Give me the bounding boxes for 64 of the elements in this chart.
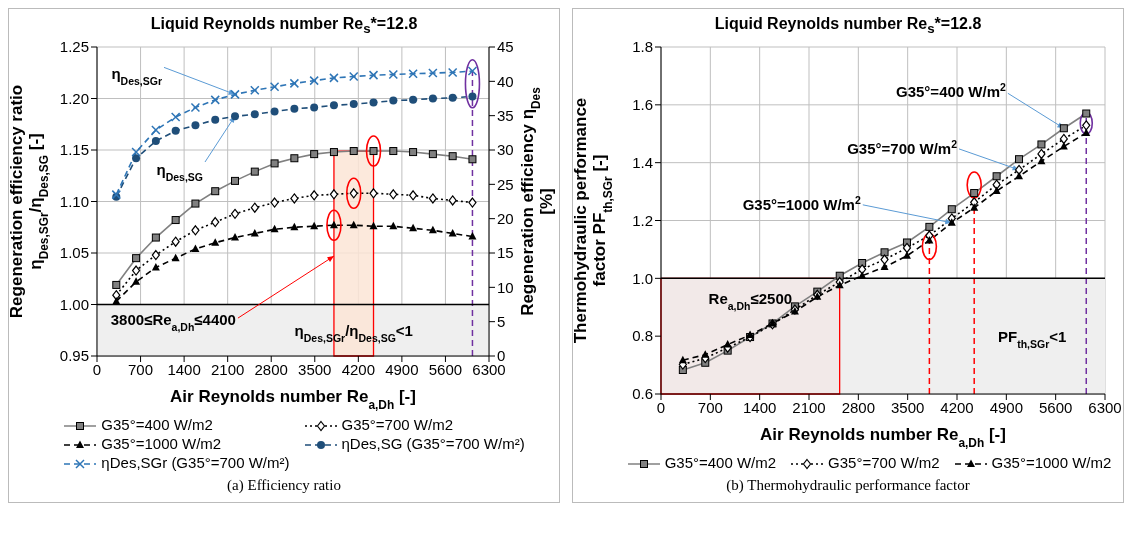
y2-tick-label: 15	[497, 244, 514, 262]
y2-tick-label: 30	[497, 141, 514, 159]
y-tick-label: 1.8	[632, 38, 653, 56]
annotation: η$_{Des,SGr}$	[111, 65, 163, 88]
legend-label: ηDes,SGr (G35°=700 W/m²)	[101, 454, 290, 471]
legend-label: G35°=1000 W/m2	[101, 435, 222, 452]
y-tick-label: 1.15	[59, 141, 89, 159]
legend-label: G35°=700 W/m2	[828, 454, 940, 471]
x-tick-label: 3500	[890, 398, 925, 416]
y-tick-label: 1.2	[632, 211, 653, 229]
x-axis-title: Air Reynolds number Re$_{a,Dh}$ [-]	[760, 425, 1006, 450]
legend-label: ηDes,SG (G35°=700 W/m²)	[341, 435, 525, 452]
y-tick-label: 1.0	[632, 269, 653, 287]
y-tick-label: 1.6	[632, 96, 653, 114]
y-tick-label: 1.10	[59, 192, 89, 210]
x-tick-label: 4900	[385, 360, 419, 378]
x-tick-label: 0	[656, 398, 666, 416]
y-tick-label: 0.6	[632, 385, 653, 403]
x-tick-label: 3500	[298, 360, 332, 378]
x-tick-label: 4200	[341, 360, 376, 378]
x-axis-title: Air Reynolds number Re$_{a,Dh}$ [-]	[170, 387, 416, 412]
y-tick-label: 1.00	[59, 295, 89, 313]
band-label: PF$_{th,SGr}$<1	[998, 328, 1067, 351]
x-tick-label: 1400	[742, 398, 777, 416]
legend-label: G35°=1000 W/m2	[991, 454, 1112, 471]
y-tick-label: 1.05	[59, 244, 89, 262]
annotation: 3800≤Re$_{a,Dh}$≤4400	[110, 311, 236, 334]
y2-tick-label: 25	[497, 175, 514, 193]
y-tick-label: 1.4	[632, 153, 653, 171]
x-tick-label: 700	[697, 398, 723, 416]
x-tick-label: 2100	[210, 360, 245, 378]
band-label: Re$_{a,Dh}$≤2500	[708, 289, 793, 312]
y2-tick-label: 35	[497, 106, 514, 124]
y2-tick-label: 45	[497, 38, 514, 56]
x-tick-label: 1400	[167, 360, 201, 378]
legend-label: G35°=400 W/m2	[664, 454, 777, 471]
chart-title: Liquid Reynolds number Re$_{s}$*=12.8	[149, 15, 419, 39]
y-tick-label: 1.25	[59, 38, 89, 56]
y2-tick-label: 10	[497, 278, 514, 296]
legend-label: G35°=400 W/m2	[101, 416, 213, 433]
annotation: G35°=400 W/m$^{2}$	[896, 81, 1006, 101]
x-tick-label: 2800	[254, 360, 288, 378]
legend-label: G35°=700 W/m2	[341, 416, 453, 433]
x-tick-label: 2800	[841, 398, 876, 416]
annotation: G35°=700 W/m$^{2}$	[847, 137, 958, 157]
x-tick-label: 4900	[989, 398, 1024, 416]
x-tick-label: 4200	[940, 398, 974, 416]
text: (a) Efficiency ratio	[226, 476, 342, 495]
x-tick-label: 6300	[1088, 398, 1122, 416]
chart-title: Liquid Reynolds number Re$_{s}$*=12.8	[713, 15, 983, 39]
text: (b) Thermohydraulic performance factor	[725, 476, 971, 495]
x-tick-label: 0	[92, 360, 102, 378]
y2-tick-label: 20	[497, 209, 514, 227]
y-tick-label: 0.8	[632, 327, 653, 345]
x-tick-label: 5600	[1038, 398, 1073, 416]
y-tick-label: 1.20	[59, 89, 89, 107]
annotation: η$_{Des,SG}$	[156, 161, 204, 184]
y-tick-label: 0.95	[59, 347, 89, 365]
annotation: G35°=1000 W/m$^{2}$	[742, 193, 861, 213]
x-tick-label: 5600	[428, 360, 463, 378]
y2-tick-label: 40	[497, 72, 514, 90]
x-tick-label: 2100	[792, 398, 826, 416]
x-tick-label: 700	[128, 360, 154, 378]
y2-tick-label: 5	[497, 312, 506, 330]
